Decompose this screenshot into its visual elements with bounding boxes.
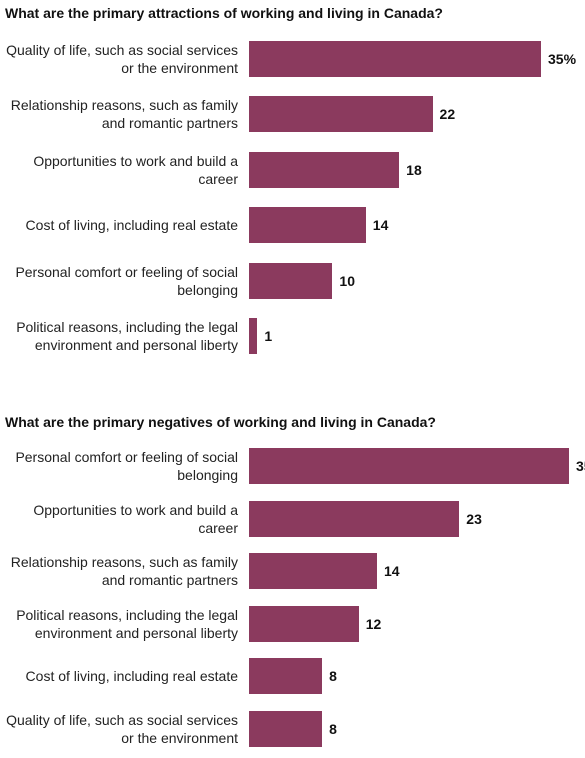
bar [249, 151, 400, 188]
value-label: 1 [264, 328, 273, 344]
value-label: 35% [548, 51, 577, 67]
chart-title: What are the primary attractions of work… [5, 5, 443, 21]
bar [249, 448, 569, 484]
bar [249, 96, 433, 133]
value-label: 22 [439, 106, 456, 123]
bar [249, 500, 460, 537]
value-label: 14 [384, 563, 400, 580]
bar [249, 41, 541, 77]
category-label: Quality of life, such as social services… [6, 42, 238, 76]
bar [249, 605, 359, 642]
chart-title: What are the primary negatives of workin… [5, 414, 436, 430]
value-label: 12 [365, 615, 382, 632]
category-label: Quality of life, such as social services… [6, 712, 238, 746]
bar [249, 207, 366, 244]
category-label: Political reasons, including the legal e… [16, 606, 238, 641]
value-label: 23 [466, 510, 482, 527]
category-label: Political reasons, including the legal e… [16, 319, 238, 353]
bar [249, 318, 258, 354]
category-label: Cost of living, including real estate [25, 668, 238, 685]
category-label: Relationship reasons, such as family and… [10, 554, 238, 589]
category-label: Opportunities to work and build a career [33, 501, 238, 536]
category-label: Personal comfort or feeling of social be… [15, 263, 238, 298]
bar [249, 658, 323, 695]
value-label: 10 [339, 272, 355, 289]
category-label: Personal comfort or feeling of social be… [15, 449, 238, 483]
value-label: 35% [576, 458, 585, 474]
value-label: 8 [329, 721, 337, 737]
bar [249, 262, 333, 299]
bar [249, 553, 377, 590]
category-label: Opportunities to work and build a career [33, 152, 238, 187]
category-label: Relationship reasons, such as family and… [10, 97, 238, 132]
category-label: Cost of living, including real estate [25, 217, 238, 234]
value-label: 8 [329, 668, 337, 685]
value-label: 18 [406, 161, 422, 178]
bar [249, 711, 323, 747]
value-label: 14 [372, 217, 389, 234]
